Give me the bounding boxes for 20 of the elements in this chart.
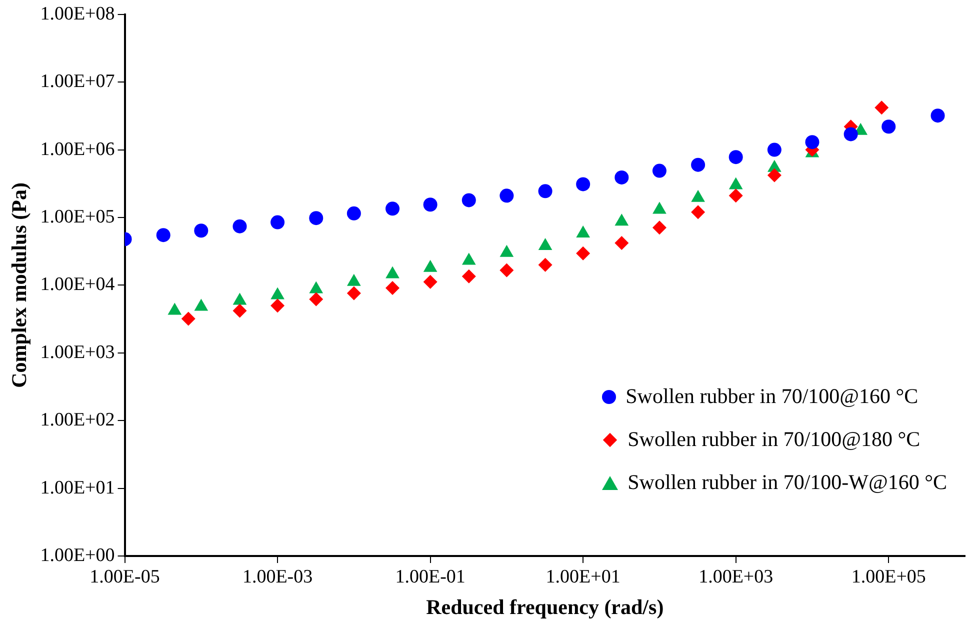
y-tick-label: 1.00E+05 [40,206,115,228]
y-tick-label: 1.00E+06 [40,138,115,160]
y-tick-label: 1.00E+07 [40,71,115,92]
x-axis-title: Reduced frequency (rad/s) [426,594,664,619]
y-axis-title: Complex modulus (Pa) [7,182,32,388]
x-tick-label: 1.00E+03 [698,566,774,588]
y-tick-label: 1.00E+01 [40,477,115,498]
x-tick-label: 1.00E-03 [242,566,313,588]
y-tick-label: 1.00E+00 [40,544,115,566]
x-tick-label: 1.00E+05 [851,566,926,588]
y-tick-label: 1.00E+08 [40,3,115,24]
x-tick-label: 1.00E-01 [395,566,466,588]
y-tick-label: 1.00E+03 [40,342,115,363]
x-tick-label: 1.00E-05 [90,566,160,588]
x-tick-label: 1.00E+01 [546,566,620,588]
legend-label: Swollen rubber in 70/100-W@160 °C [628,470,947,495]
legend-label: Swollen rubber in 70/100@160 °C [626,384,918,409]
legend-label: Swollen rubber in 70/100@180 °C [628,427,920,452]
y-tick-label: 1.00E+04 [40,274,116,296]
y-tick-label: 1.00E+02 [40,410,115,431]
